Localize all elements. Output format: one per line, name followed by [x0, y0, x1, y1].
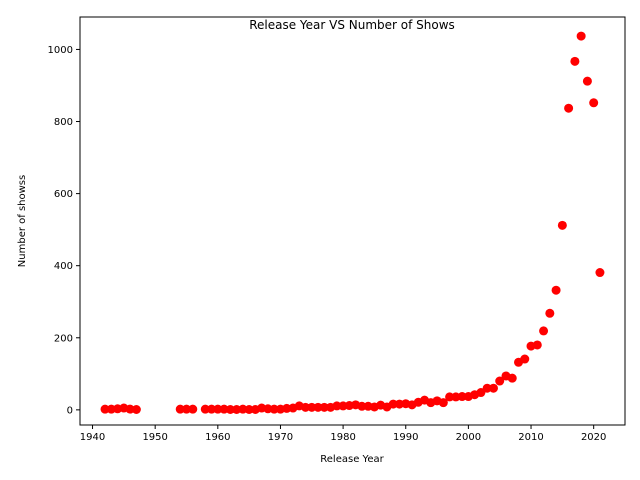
data-point	[539, 326, 549, 336]
data-point	[551, 285, 561, 295]
x-tick-label: 1990	[393, 432, 418, 443]
data-point	[564, 103, 574, 113]
data-point	[520, 354, 530, 364]
data-point	[313, 402, 323, 412]
data-point	[307, 402, 317, 412]
y-tick-label: 400	[54, 261, 73, 272]
plot-frame	[79, 16, 626, 426]
data-point	[357, 401, 367, 411]
data-point	[131, 405, 141, 414]
data-point	[181, 404, 191, 414]
x-tick-label: 1970	[268, 432, 293, 443]
data-point	[207, 404, 217, 414]
x-tick-label: 1950	[142, 432, 167, 443]
data-point	[175, 404, 185, 414]
data-point	[570, 56, 580, 66]
y-axis-label: Number of showss	[17, 175, 28, 267]
chart-title: Release Year VS Number of Shows	[249, 18, 455, 32]
data-point	[244, 405, 254, 414]
y-tick-label: 0	[67, 405, 73, 416]
data-point	[495, 376, 505, 386]
data-point	[388, 399, 398, 409]
x-tick-label: 1960	[205, 432, 230, 443]
x-tick-label: 1980	[330, 432, 355, 443]
y-tick-label: 600	[54, 189, 73, 200]
y-tick-label: 800	[54, 117, 73, 128]
x-tick-label: 1940	[80, 432, 105, 443]
data-point	[100, 404, 110, 414]
x-tick-label: 2000	[456, 432, 481, 443]
data-point	[457, 392, 467, 402]
data-point	[488, 383, 498, 393]
data-point	[438, 398, 448, 408]
data-point	[582, 76, 592, 86]
data-point	[200, 404, 210, 414]
y-tick-label: 200	[54, 333, 73, 344]
data-point	[576, 31, 586, 41]
x-axis: 1940 1950 1960 1970 1980 1990 2000 2010 2020	[80, 425, 606, 443]
data-points	[100, 31, 605, 414]
data-point	[225, 405, 235, 414]
data-point	[269, 404, 279, 414]
data-point	[545, 308, 555, 318]
data-point	[213, 404, 223, 414]
data-point	[482, 383, 492, 393]
x-tick-label: 2020	[581, 432, 606, 443]
x-tick-label: 2010	[518, 432, 543, 443]
data-point	[589, 98, 599, 108]
data-point	[319, 402, 329, 412]
data-point	[557, 220, 567, 230]
data-point	[332, 401, 342, 411]
data-point	[301, 402, 311, 412]
y-tick-label: 1000	[48, 45, 73, 56]
y-axis: 0 200 400 600 800 1000	[48, 45, 80, 416]
data-point	[595, 268, 605, 278]
data-point	[532, 340, 542, 350]
data-point	[476, 388, 486, 398]
data-point	[507, 373, 517, 383]
x-axis-label: Release Year	[320, 454, 384, 465]
data-point	[188, 404, 198, 414]
data-point	[445, 392, 455, 402]
